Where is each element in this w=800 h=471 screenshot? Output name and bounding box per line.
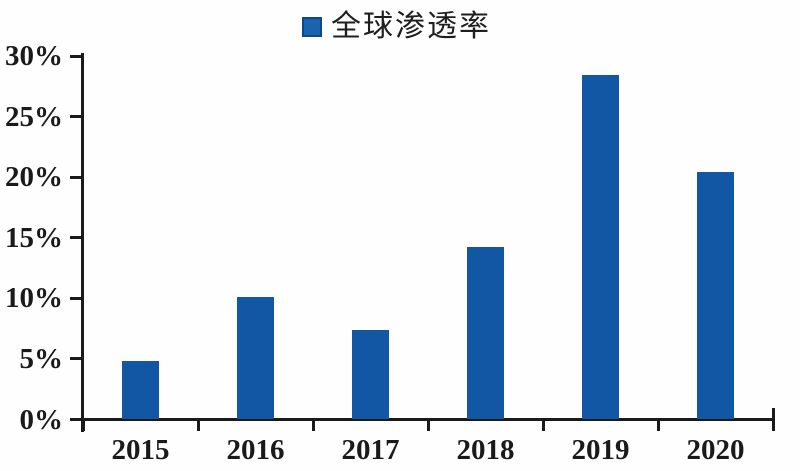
x-axis-tick <box>311 418 315 431</box>
x-axis-tick <box>196 418 200 431</box>
x-axis-label: 2020 <box>686 434 745 466</box>
y-axis-tick <box>70 357 84 361</box>
x-axis-tick <box>656 418 660 431</box>
y-axis-tick <box>70 296 84 300</box>
y-axis-tick <box>70 115 84 119</box>
y-axis-tick <box>70 418 84 421</box>
y-axis-label: 10% <box>5 282 63 315</box>
y-axis-label: 5% <box>19 342 64 375</box>
x-axis-label: 2018 <box>456 434 515 466</box>
x-axis-label: 2016 <box>226 434 285 466</box>
bar-2016 <box>237 297 274 420</box>
bar-2019 <box>582 75 619 420</box>
x-axis-label: 2015 <box>111 434 170 466</box>
y-axis-label: 0% <box>19 403 64 436</box>
y-axis-label: 30% <box>5 40 63 72</box>
x-axis-tick <box>541 418 545 431</box>
x-axis-label: 2019 <box>571 434 630 466</box>
x-axis-endcap-tick <box>772 408 775 420</box>
y-axis-label: 25% <box>5 100 63 133</box>
y-axis-tick <box>70 236 84 240</box>
y-axis-line <box>81 53 84 432</box>
legend-label: 全球渗透率 <box>331 10 491 43</box>
legend: 全球渗透率 <box>302 10 491 44</box>
bar-2020 <box>697 172 734 420</box>
bar-2018 <box>467 247 504 420</box>
x-axis-tick <box>81 418 85 431</box>
x-axis-tick <box>771 418 775 431</box>
bar-2015 <box>122 361 159 420</box>
x-axis-label: 2017 <box>341 434 400 466</box>
y-axis-tick <box>70 175 84 179</box>
y-axis-tick <box>70 54 84 58</box>
y-axis-label: 20% <box>5 161 63 194</box>
legend-marker-icon <box>302 17 322 37</box>
x-axis-tick <box>426 418 430 431</box>
bar-2017 <box>352 329 389 420</box>
y-axis-label: 15% <box>5 221 63 254</box>
